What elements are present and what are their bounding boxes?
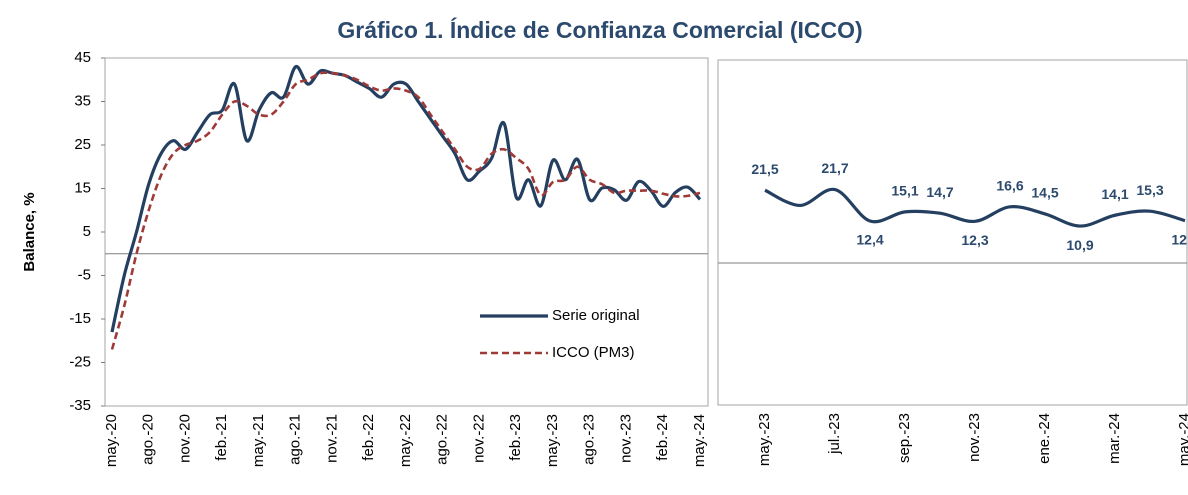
x-tick-label: may.-24	[691, 414, 708, 467]
value-label: 15,1	[891, 183, 918, 199]
x-tick-label: nov.-20	[176, 414, 193, 463]
legend-label: Serie original	[552, 307, 640, 324]
value-label: 12,4	[856, 232, 883, 248]
y-tick-label: 45	[74, 49, 91, 66]
x-tick-label: ago.-20	[140, 414, 157, 465]
x-tick-label: mar.-24	[1106, 413, 1123, 464]
series-line	[110, 65, 702, 333]
y-tick-label: 35	[74, 92, 91, 109]
y-tick-label: 5	[83, 223, 91, 240]
x-tick-label: feb.-21	[213, 414, 230, 461]
legend-label: ICCO (PM3)	[552, 344, 635, 361]
y-tick-label: -25	[69, 353, 91, 370]
x-tick-label: may.-23	[544, 414, 561, 467]
value-label: 12,3	[961, 232, 988, 248]
value-label: 14,1	[1101, 186, 1128, 202]
x-tick-label: may.-21	[250, 414, 267, 467]
y-tick-label: -35	[69, 397, 91, 414]
x-tick-label: may.-22	[397, 414, 414, 467]
y-tick-label: 25	[74, 136, 91, 153]
value-label: 14,5	[1031, 185, 1058, 201]
x-tick-label: jul.-23	[826, 413, 843, 455]
series-line	[764, 187, 1186, 228]
x-tick-label: feb.-22	[360, 414, 377, 461]
x-tick-label: nov.-21	[323, 414, 340, 463]
series-line	[110, 71, 701, 350]
value-label: 14,7	[926, 184, 953, 200]
x-tick-label: ago.-21	[287, 414, 304, 465]
x-tick-label: ene.-24	[1036, 413, 1053, 464]
x-tick-label: nov.-22	[470, 414, 487, 463]
value-label: 16,6	[996, 177, 1023, 193]
x-tick-label: may.-24	[1176, 413, 1188, 466]
x-tick-label: ago.-23	[581, 414, 598, 465]
x-tick-label: may.-23	[756, 413, 773, 466]
x-tick-label: feb.-23	[507, 414, 524, 461]
chart-title: Gráfico 1. Índice de Confianza Comercial…	[337, 16, 862, 43]
x-tick-label: may.-20	[103, 414, 120, 467]
x-tick-label: feb.-24	[654, 414, 671, 461]
y-tick-label: -15	[69, 310, 91, 327]
value-label: 15,3	[1136, 182, 1163, 198]
y-tick-label: 15	[74, 179, 91, 196]
x-tick-label: nov.-23	[617, 414, 634, 463]
x-tick-label: ago.-22	[434, 414, 451, 465]
value-label: 12,5	[1171, 231, 1188, 247]
value-label: 21,7	[821, 160, 848, 176]
value-label: 21,5	[751, 161, 778, 177]
y-axis-label: Balance, %	[21, 192, 38, 271]
value-label: 10,9	[1066, 237, 1093, 253]
plot-area	[717, 59, 1188, 406]
x-tick-label: sep.-23	[896, 413, 913, 463]
x-tick-label: nov.-23	[966, 413, 983, 462]
y-tick-label: -5	[78, 266, 91, 283]
